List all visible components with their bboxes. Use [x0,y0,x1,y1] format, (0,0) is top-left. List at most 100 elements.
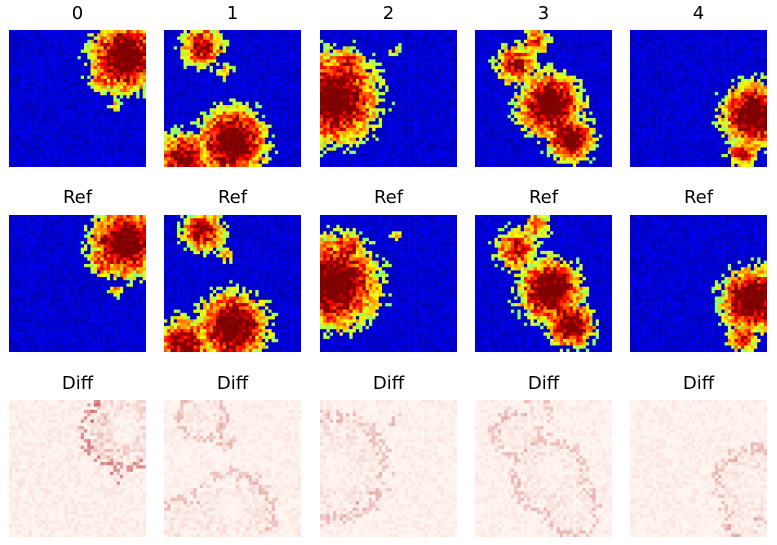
heatmap-cell [265,137,269,142]
heatmap-cell [100,72,104,76]
heatmap-cell [352,30,357,34]
heatmap-cell [209,101,214,106]
heatmap-cell [183,52,188,57]
heatmap-cell [248,88,253,93]
heatmap-cell [443,85,448,90]
heatmap-cell [352,101,357,106]
heatmap-cell [64,33,69,37]
heatmap-cell [28,62,33,67]
heatmap-cell [424,36,428,41]
heatmap-cell [28,95,33,99]
heatmap-cell [388,49,393,54]
heatmap-cell [206,82,210,86]
heatmap-cell [421,95,425,99]
heatmap-cell [342,62,347,67]
heatmap-cell [22,101,26,106]
heatmap-cell [430,39,435,44]
heatmap-cell [378,33,383,37]
heatmap-cell [427,46,432,50]
heatmap-cell [414,59,419,63]
heatmap-cell [411,105,415,109]
heatmap-cell [41,127,46,132]
heatmap-cell [44,160,49,165]
heatmap-cell [294,118,299,122]
heatmap-cell [77,85,82,90]
heatmap-cell [434,108,438,112]
heatmap-cell [190,137,194,142]
heatmap-cell [447,111,451,116]
heatmap-cell [434,140,438,145]
heatmap-cell [388,127,393,132]
heatmap-cell [167,131,171,135]
heatmap-cell [450,111,455,116]
heatmap-cell [333,134,337,138]
heatmap-cell [385,108,389,112]
heatmap-cell [110,157,114,161]
heatmap-cell [54,59,59,63]
heatmap-cell [106,131,111,135]
heatmap-cell [212,30,217,34]
heatmap-cell [123,39,127,44]
heatmap-cell [323,46,327,50]
heatmap-cell [239,127,243,132]
heatmap-cell [61,127,65,132]
heatmap-cell [222,36,227,41]
heatmap-cell [440,127,445,132]
heatmap-cell [225,78,230,83]
heatmap-cell [70,46,75,50]
heatmap-cell [398,108,402,112]
heatmap-cell [129,95,134,99]
heatmap-cell [64,49,69,54]
heatmap-cell [173,75,178,80]
heatmap-cell [440,36,445,41]
heatmap-cell [235,140,240,145]
heatmap-cell [252,52,256,57]
heatmap-cell [404,101,409,106]
heatmap-cell [15,134,20,138]
heatmap-cell [103,134,108,138]
heatmap-cell [80,114,85,119]
heatmap-cell [235,105,240,109]
heatmap-cell [97,78,101,83]
heatmap-cell [177,118,181,122]
heatmap-cell [129,46,134,50]
heatmap-cell [167,160,171,165]
heatmap-cell [225,46,230,50]
heatmap-cell [90,62,95,67]
heatmap-cell [323,121,327,125]
heatmap-cell [219,124,224,129]
heatmap-cell [430,91,435,96]
heatmap-cell [235,56,240,60]
heatmap-cell [268,121,272,125]
heatmap-cell [142,33,146,37]
heatmap-cell [190,49,194,54]
heatmap-cell [274,163,279,167]
heatmap-cell [430,108,435,112]
heatmap-cell [391,65,396,70]
heatmap-cell [450,59,455,63]
heatmap-cell [281,39,285,44]
heatmap-cell [136,62,140,67]
heatmap-cell [9,134,13,138]
heatmap-cell [294,134,299,138]
heatmap-cell [239,43,243,47]
heatmap-cell [333,46,337,50]
heatmap-cell [349,95,353,99]
heatmap-cell [44,52,49,57]
heatmap-cell [51,33,55,37]
heatmap-cell [245,62,250,67]
heatmap-cell [414,65,419,70]
heatmap-cell [278,131,282,135]
heatmap-cell [242,153,246,158]
heatmap-cell [261,69,266,73]
heatmap-cell [193,105,197,109]
heatmap-cell [190,36,194,41]
heatmap-cell [57,147,62,151]
heatmap-cell [199,160,204,165]
heatmap-cell [80,160,85,165]
heatmap-cell [424,127,428,132]
heatmap-cell [261,101,266,106]
heatmap-cell [139,163,144,167]
heatmap-cell [342,98,347,103]
heatmap-cell [398,88,402,93]
